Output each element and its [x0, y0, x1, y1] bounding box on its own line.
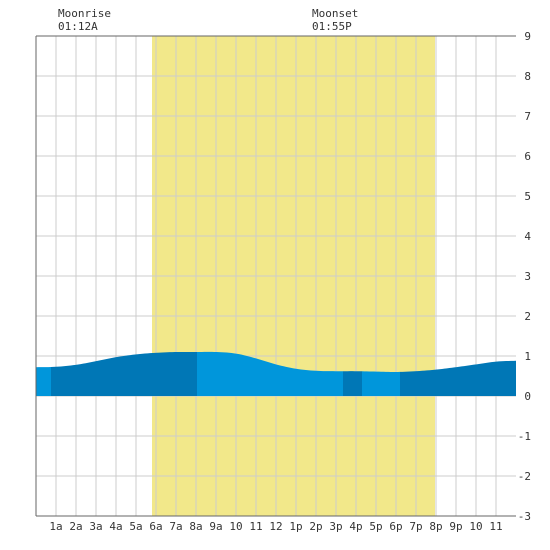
- tide-area-dark: [400, 360, 516, 396]
- x-tick-label: 7p: [409, 520, 422, 533]
- x-tick-label: 1a: [49, 520, 62, 533]
- x-tick-label: 5a: [129, 520, 142, 533]
- y-tick-label: -2: [518, 470, 531, 483]
- x-tick-label: 4p: [349, 520, 362, 533]
- x-tick-label: 4a: [109, 520, 122, 533]
- y-tick-label: 3: [524, 270, 531, 283]
- x-tick-label: 12: [269, 520, 282, 533]
- y-tick-label: -1: [518, 430, 531, 443]
- x-tick-label: 6a: [149, 520, 162, 533]
- x-tick-label: 9p: [449, 520, 462, 533]
- x-tick-label: 9a: [209, 520, 222, 533]
- moonset-time: 01:55P: [312, 20, 352, 33]
- moonset-title: Moonset: [312, 7, 359, 20]
- moonrise-time: 01:12A: [58, 20, 98, 33]
- tick-labels: 1a 2a 3a 4a 5a 6a 7a 8a 9a 10 11 12 1p 2p 3p 4p 5p 6p 7p 8p…: [49, 30, 531, 533]
- tide-area-dark: [343, 371, 362, 396]
- y-tick-label: 0: [524, 390, 531, 403]
- x-tick-label: 8p: [429, 520, 442, 533]
- moonrise-label: Moonrise 01:12A: [58, 7, 111, 33]
- x-tick-label: 5p: [369, 520, 382, 533]
- y-tick-label: -3: [518, 510, 531, 523]
- x-tick-label: 8a: [189, 520, 202, 533]
- tide-layer: [36, 351, 516, 396]
- y-tick-label: 9: [524, 30, 531, 43]
- moonset-label: Moonset 01:55P: [312, 7, 358, 33]
- x-tick-label: 1p: [289, 520, 302, 533]
- y-tick-label: 4: [524, 230, 531, 243]
- x-tick-label: 7a: [169, 520, 182, 533]
- moonrise-title: Moonrise: [58, 7, 111, 20]
- x-tick-label: 2p: [309, 520, 322, 533]
- y-tick-label: 5: [524, 190, 531, 203]
- x-tick-label: 10: [469, 520, 482, 533]
- tide-area-light: [197, 351, 343, 396]
- tide-area-dark: [51, 351, 197, 396]
- x-tick-label: 10: [229, 520, 242, 533]
- y-tick-label: 7: [524, 110, 531, 123]
- y-tick-label: 1: [524, 350, 531, 363]
- x-tick-label: 11: [249, 520, 262, 533]
- x-tick-label: 6p: [389, 520, 402, 533]
- x-tick-label: 3a: [89, 520, 102, 533]
- y-tick-label: 8: [524, 70, 531, 83]
- tide-area-light: [362, 371, 400, 396]
- x-tick-label: 2a: [69, 520, 82, 533]
- y-tick-label: 2: [524, 310, 531, 323]
- tide-area-light: [36, 367, 51, 396]
- x-tick-label: 11: [489, 520, 502, 533]
- axes-layer: [35, 35, 516, 517]
- y-tick-label: 6: [524, 150, 531, 163]
- grid-layer: [36, 35, 516, 517]
- x-tick-label: 3p: [329, 520, 342, 533]
